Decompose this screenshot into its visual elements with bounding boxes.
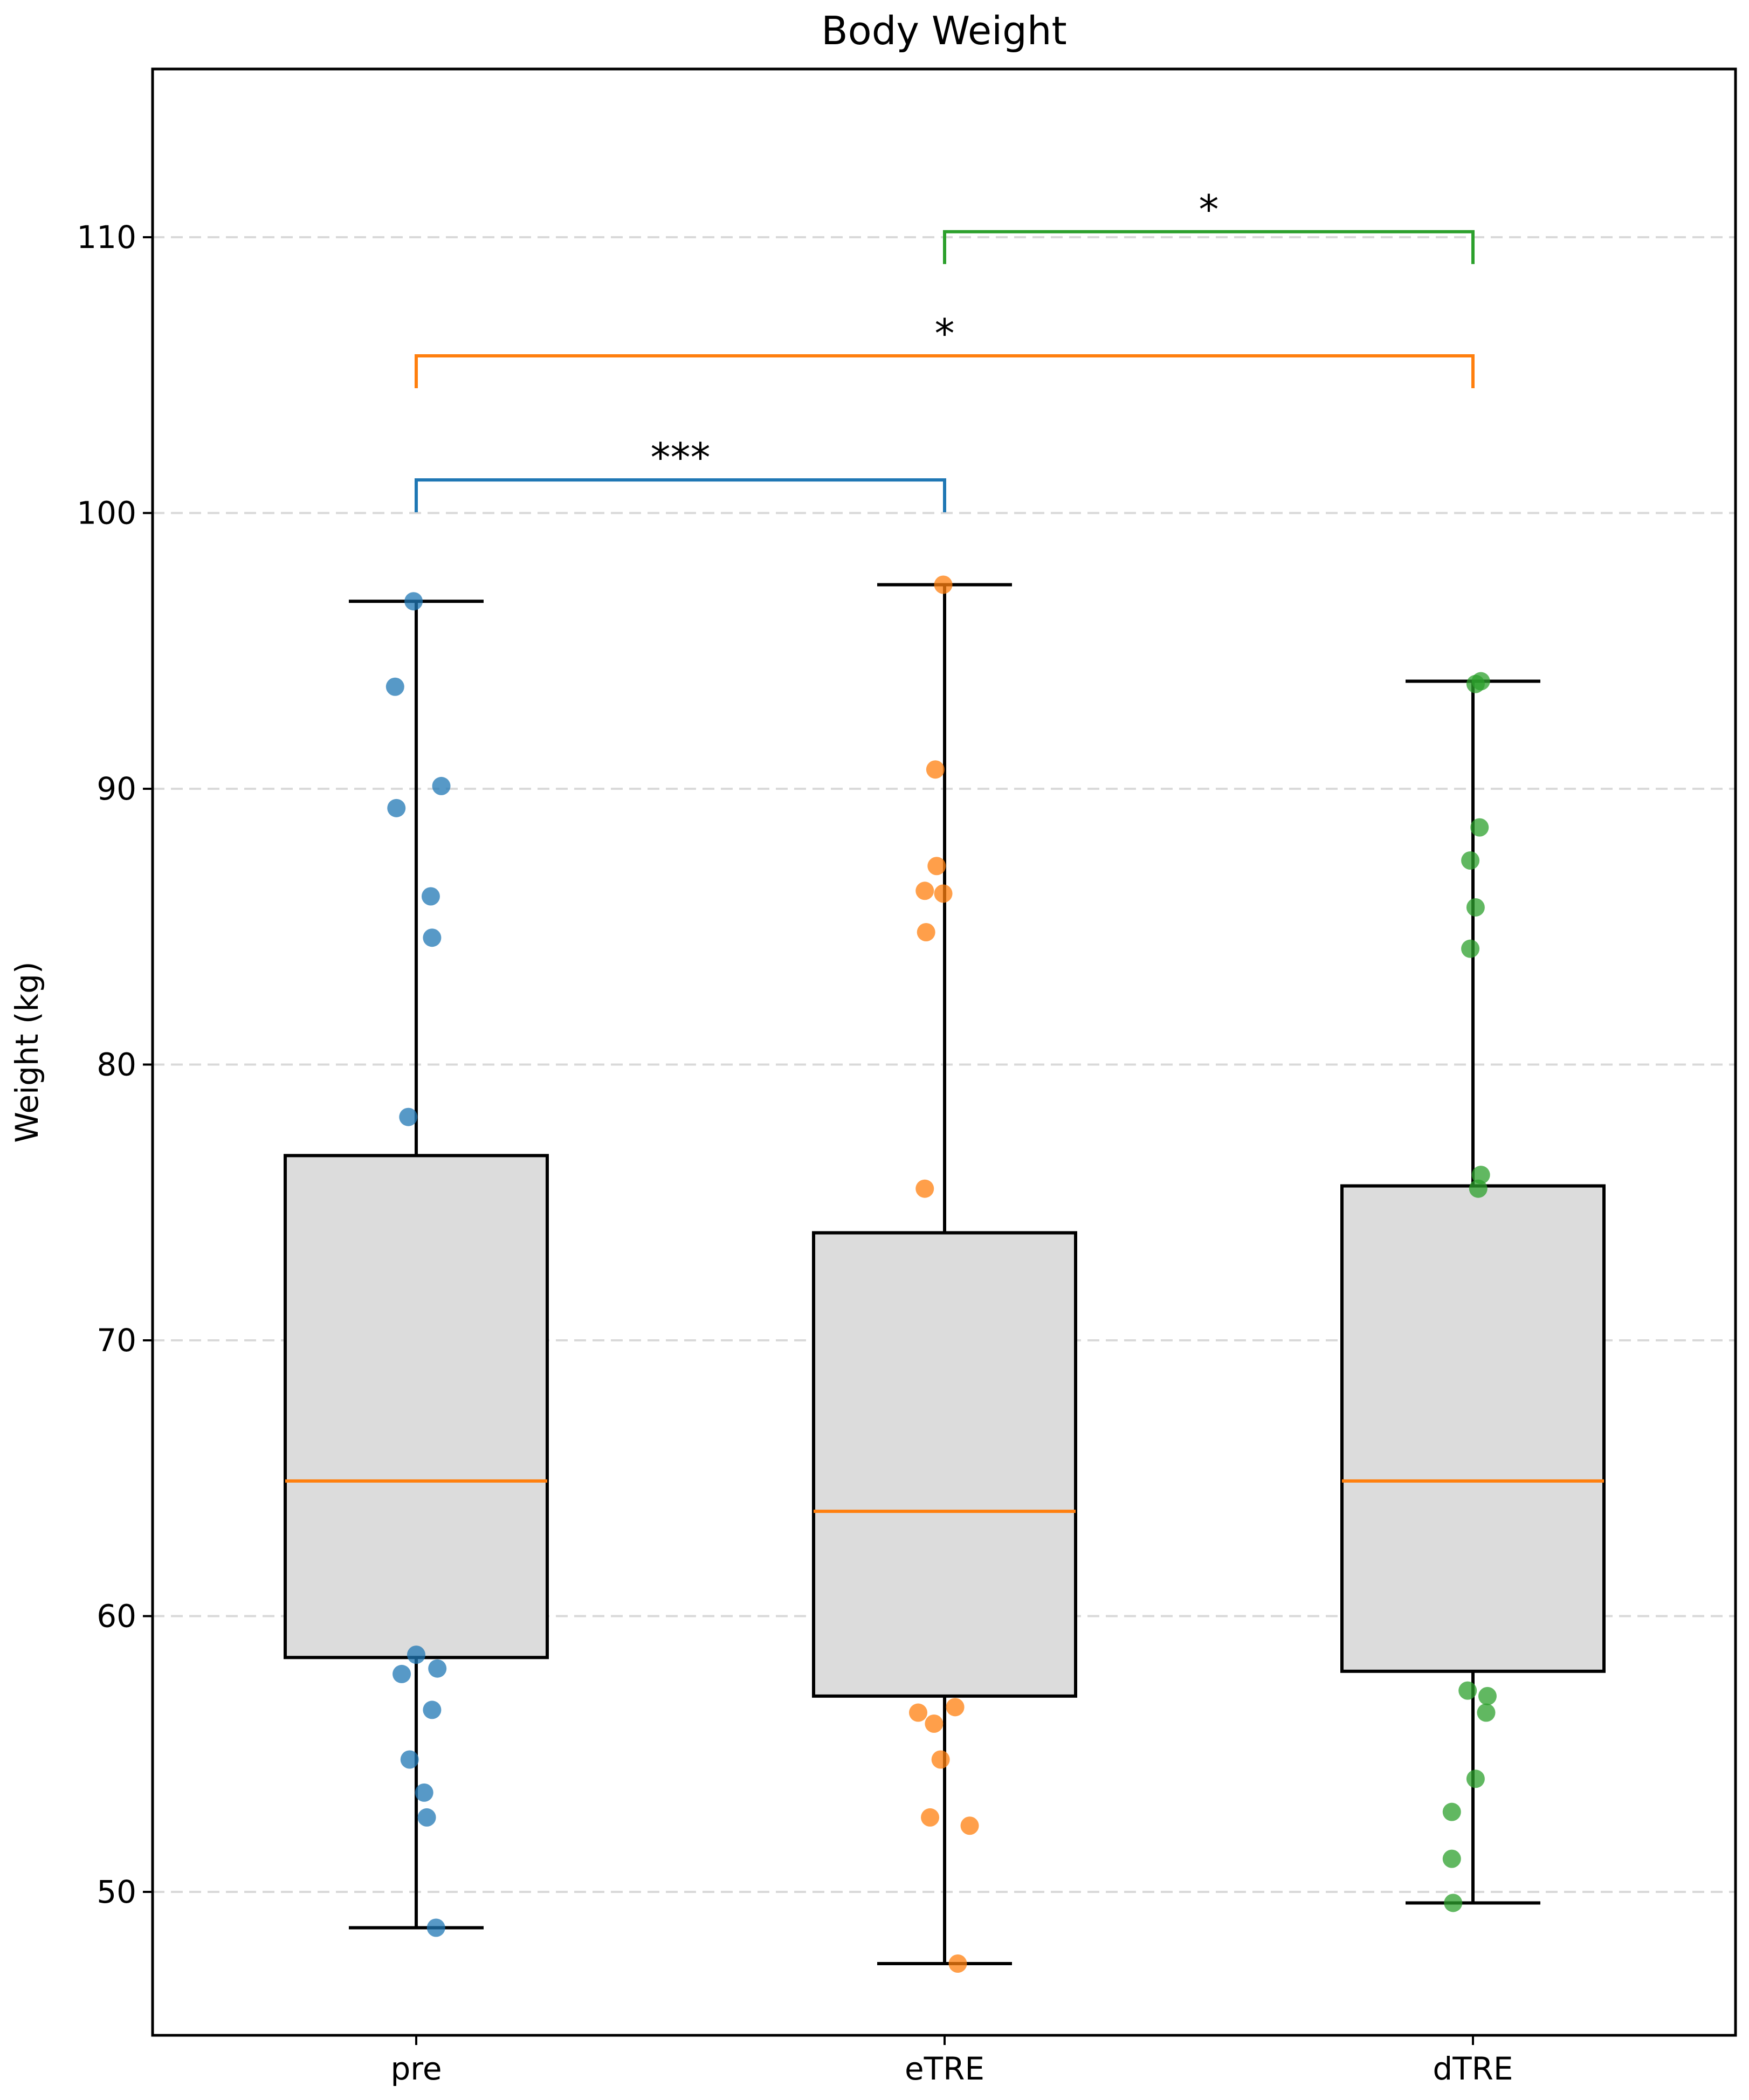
x-tick-label-dTRE: dTRE: [1433, 2050, 1513, 2087]
data-point-pre: [415, 1783, 433, 1802]
y-axis-label: Weight (kg): [9, 961, 45, 1142]
point-layer: [385, 575, 1497, 1973]
data-point-eTRE: [921, 1808, 940, 1827]
data-point-pre: [417, 1808, 436, 1827]
y-tick-label: 80: [97, 1046, 136, 1083]
data-point-dTRE: [1466, 1769, 1485, 1788]
data-point-pre: [399, 1107, 418, 1126]
data-point-dTRE: [1442, 1849, 1461, 1868]
data-point-pre: [423, 1700, 442, 1719]
data-point-pre: [404, 592, 423, 611]
chart-title: Body Weight: [821, 8, 1066, 53]
y-tick-label: 50: [97, 1874, 136, 1910]
data-point-pre: [426, 1918, 445, 1937]
data-point-dTRE: [1444, 1894, 1463, 1912]
data-point-eTRE: [934, 884, 953, 903]
data-point-dTRE: [1477, 1703, 1496, 1722]
data-point-dTRE: [1458, 1681, 1477, 1700]
data-point-pre: [385, 677, 404, 696]
data-point-pre: [407, 1645, 425, 1664]
data-point-pre: [387, 798, 406, 817]
data-point-pre: [393, 1664, 411, 1683]
data-point-pre: [423, 928, 442, 947]
data-point-dTRE: [1466, 898, 1485, 917]
significance-label-pre-dTRE: *: [935, 311, 955, 357]
significance-bracket-pre-eTRE: [415, 478, 946, 513]
y-tick-label: 110: [77, 219, 136, 256]
data-point-eTRE: [927, 857, 946, 876]
significance-label-pre-eTRE: ***: [651, 435, 711, 481]
data-point-eTRE: [915, 1179, 934, 1198]
data-point-dTRE: [1470, 818, 1489, 837]
data-point-pre: [421, 887, 440, 906]
data-point-pre: [400, 1750, 419, 1769]
data-point-eTRE: [909, 1703, 927, 1722]
data-point-pre: [432, 776, 451, 795]
significance-bracket-eTRE-dTRE: [943, 230, 1475, 264]
significance-annotations: *****: [415, 187, 1475, 513]
x-tick-label-pre: pre: [390, 2050, 442, 2087]
data-point-dTRE: [1442, 1802, 1461, 1821]
data-point-eTRE: [915, 882, 934, 900]
data-point-pre: [428, 1659, 447, 1678]
data-point-dTRE: [1461, 851, 1480, 870]
box-dTRE: [1340, 1184, 1606, 1673]
data-point-dTRE: [1461, 939, 1480, 958]
significance-bracket-pre-dTRE: [415, 354, 1475, 388]
significance-label-eTRE-dTRE: *: [1199, 187, 1219, 233]
axis-layer: 50 60 70 80 90 100 110 pre eTRE dTRE: [77, 219, 1513, 2087]
data-point-eTRE: [917, 922, 935, 941]
data-point-eTRE: [948, 1954, 967, 1973]
x-tick-label-eTRE: eTRE: [905, 2050, 984, 2087]
data-point-dTRE: [1478, 1686, 1497, 1705]
y-tick-label: 60: [97, 1598, 136, 1635]
y-tick-label: 70: [97, 1322, 136, 1359]
data-point-eTRE: [931, 1750, 950, 1769]
y-tick-label: 90: [97, 770, 136, 807]
data-point-dTRE: [1466, 674, 1485, 693]
data-point-eTRE: [925, 1715, 944, 1733]
box-pre: [284, 1154, 549, 1660]
data-point-eTRE: [926, 760, 945, 779]
data-point-eTRE: [946, 1698, 965, 1717]
data-point-dTRE: [1469, 1179, 1488, 1198]
data-point-dTRE: [1471, 1166, 1490, 1185]
data-point-eTRE: [960, 1816, 979, 1835]
box-eTRE: [812, 1231, 1077, 1698]
box-layer: [284, 583, 1606, 1966]
y-tick-label: 100: [77, 495, 136, 532]
data-point-eTRE: [934, 575, 953, 594]
